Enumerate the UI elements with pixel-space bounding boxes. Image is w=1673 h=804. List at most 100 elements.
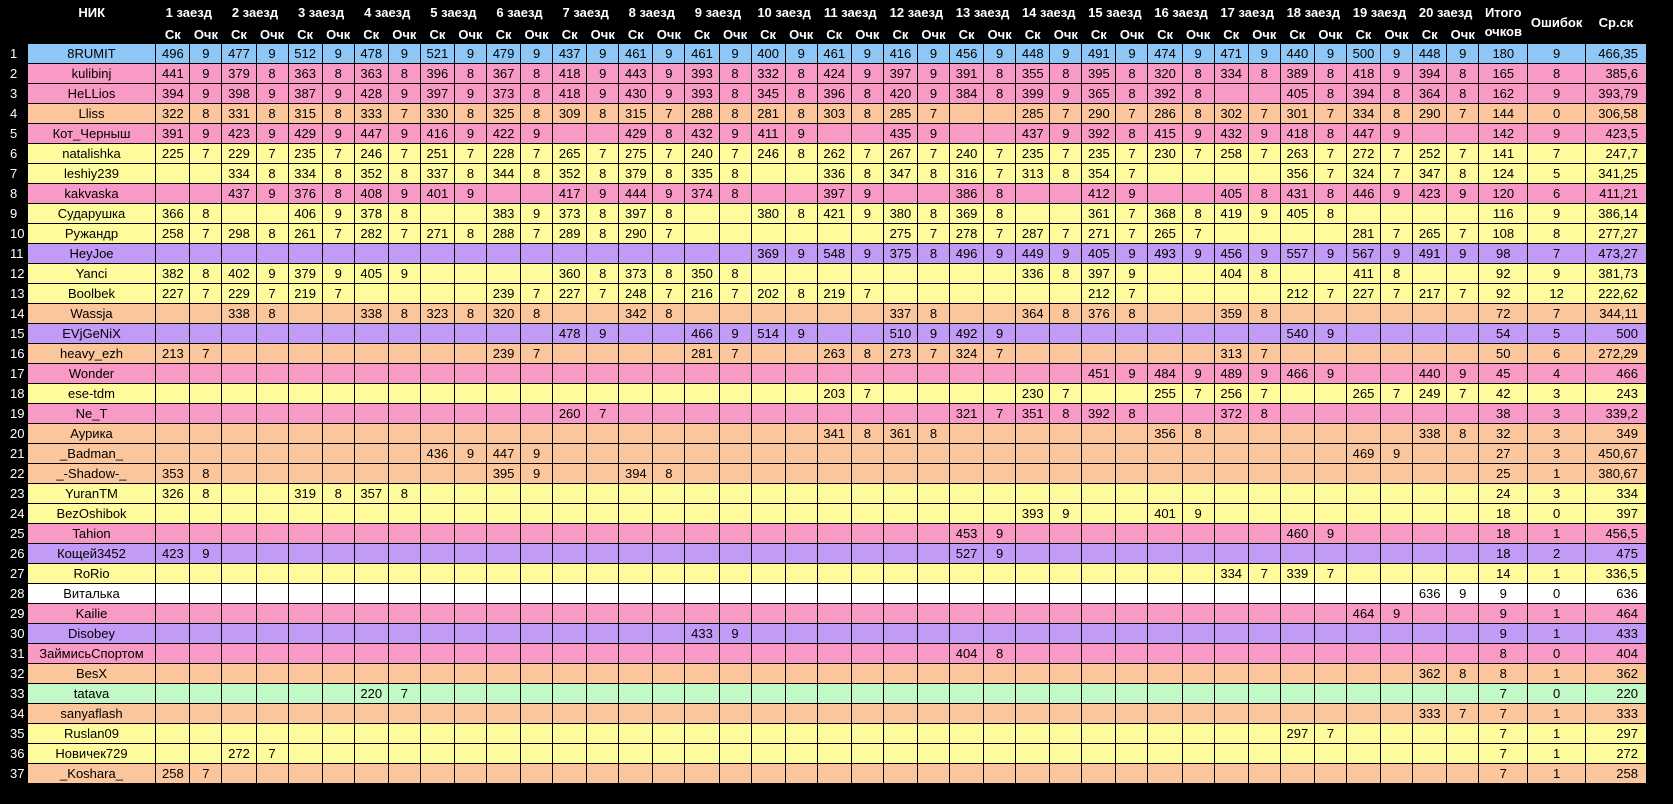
speed-cell[interactable] bbox=[816, 683, 852, 704]
speed-cell[interactable] bbox=[485, 763, 522, 784]
speed-cell[interactable]: 400 bbox=[750, 44, 786, 64]
points-cell[interactable]: 7 bbox=[586, 403, 620, 424]
average-speed[interactable]: 362 bbox=[1585, 663, 1648, 684]
speed-cell[interactable]: 369 bbox=[750, 243, 786, 264]
points-cell[interactable] bbox=[1182, 543, 1215, 564]
speed-cell[interactable] bbox=[882, 383, 918, 404]
points-cell[interactable] bbox=[917, 443, 951, 464]
points-cell[interactable] bbox=[322, 463, 355, 484]
points-cell[interactable]: 9 bbox=[256, 44, 289, 64]
points-cell[interactable] bbox=[719, 583, 752, 604]
points-cell[interactable]: 8 bbox=[1182, 63, 1215, 84]
points-cell[interactable] bbox=[322, 323, 355, 344]
speed-cell[interactable]: 423 bbox=[155, 543, 191, 564]
speed-cell[interactable] bbox=[1279, 423, 1315, 444]
speed-cell[interactable] bbox=[1147, 703, 1183, 724]
speed-cell[interactable]: 350 bbox=[684, 263, 720, 284]
speed-cell[interactable] bbox=[353, 503, 389, 524]
speed-cell[interactable] bbox=[684, 303, 720, 324]
points-cell[interactable]: 7 bbox=[983, 143, 1017, 164]
speed-cell[interactable] bbox=[816, 563, 852, 584]
points-cell[interactable] bbox=[719, 423, 752, 444]
error-count[interactable]: 5 bbox=[1527, 323, 1586, 344]
speed-cell[interactable] bbox=[1345, 483, 1382, 504]
points-cell[interactable] bbox=[256, 343, 289, 364]
points-cell[interactable]: 8 bbox=[719, 103, 752, 124]
speed-cell[interactable] bbox=[1147, 303, 1183, 324]
speed-cell[interactable]: 378 bbox=[353, 203, 389, 224]
speed-cell[interactable] bbox=[1345, 403, 1382, 424]
speed-cell[interactable]: 341 bbox=[816, 423, 852, 444]
player-nick[interactable]: tatava bbox=[27, 683, 157, 704]
speed-cell[interactable] bbox=[948, 723, 985, 744]
points-cell[interactable] bbox=[388, 703, 421, 724]
points-cell[interactable]: 9 bbox=[256, 183, 289, 204]
points-cell[interactable]: 8 bbox=[917, 163, 951, 184]
points-cell[interactable]: 7 bbox=[1314, 723, 1347, 744]
speed-cell[interactable]: 444 bbox=[618, 183, 654, 204]
speed-cell[interactable] bbox=[1081, 503, 1117, 524]
points-cell[interactable] bbox=[851, 443, 884, 464]
average-speed[interactable]: 333 bbox=[1585, 703, 1648, 724]
points-cell[interactable] bbox=[454, 323, 487, 344]
speed-cell[interactable] bbox=[816, 303, 852, 324]
points-cell[interactable] bbox=[1182, 183, 1215, 204]
speed-cell[interactable] bbox=[552, 303, 588, 324]
points-cell[interactable] bbox=[1446, 643, 1480, 664]
points-cell[interactable] bbox=[983, 123, 1017, 144]
speed-cell[interactable]: 380 bbox=[750, 203, 786, 224]
speed-cell[interactable]: 375 bbox=[882, 243, 918, 264]
error-count[interactable]: 8 bbox=[1527, 223, 1586, 244]
points-cell[interactable]: 7 bbox=[1248, 343, 1281, 364]
speed-cell[interactable] bbox=[1015, 183, 1051, 204]
speed-cell[interactable]: 212 bbox=[1279, 283, 1315, 304]
player-nick[interactable]: Виталька bbox=[27, 583, 157, 604]
average-speed[interactable]: 380,67 bbox=[1585, 463, 1648, 484]
speed-cell[interactable] bbox=[1279, 583, 1315, 604]
speed-cell[interactable] bbox=[1147, 623, 1183, 644]
speed-cell[interactable] bbox=[552, 443, 588, 464]
points-cell[interactable] bbox=[520, 643, 554, 664]
points-cell[interactable]: 7 bbox=[1380, 283, 1414, 304]
points-cell[interactable] bbox=[719, 203, 752, 224]
speed-cell[interactable] bbox=[684, 403, 720, 424]
points-cell[interactable] bbox=[189, 703, 223, 724]
total-points[interactable]: 180 bbox=[1478, 44, 1529, 64]
points-cell[interactable]: 7 bbox=[520, 283, 554, 304]
points-cell[interactable] bbox=[1248, 603, 1281, 624]
speed-cell[interactable] bbox=[1015, 343, 1051, 364]
player-nick[interactable]: Ружандр bbox=[27, 223, 157, 244]
points-cell[interactable]: 8 bbox=[586, 203, 620, 224]
points-cell[interactable] bbox=[1049, 643, 1083, 664]
speed-cell[interactable] bbox=[1279, 603, 1315, 624]
speed-cell[interactable]: 258 bbox=[155, 763, 191, 784]
points-cell[interactable] bbox=[388, 643, 421, 664]
points-cell[interactable]: 7 bbox=[983, 163, 1017, 184]
speed-cell[interactable] bbox=[552, 503, 588, 524]
points-cell[interactable] bbox=[322, 523, 355, 544]
speed-cell[interactable] bbox=[1279, 463, 1315, 484]
speed-cell[interactable]: 313 bbox=[1213, 343, 1249, 364]
points-cell[interactable] bbox=[388, 383, 421, 404]
speed-cell[interactable] bbox=[552, 563, 588, 584]
speed-cell[interactable] bbox=[287, 763, 323, 784]
speed-cell[interactable] bbox=[882, 363, 918, 384]
speed-cell[interactable] bbox=[1081, 623, 1117, 644]
speed-cell[interactable] bbox=[221, 363, 257, 384]
points-cell[interactable]: 8 bbox=[719, 63, 752, 84]
points-cell[interactable] bbox=[785, 463, 818, 484]
speed-cell[interactable] bbox=[485, 703, 522, 724]
total-points[interactable]: 7 bbox=[1478, 683, 1529, 704]
speed-cell[interactable]: 447 bbox=[353, 123, 389, 144]
average-speed[interactable]: 222,62 bbox=[1585, 283, 1648, 304]
points-cell[interactable]: 8 bbox=[388, 303, 421, 324]
total-points[interactable]: 72 bbox=[1478, 303, 1529, 324]
player-nick[interactable]: Новичек729 bbox=[27, 743, 157, 764]
speed-cell[interactable] bbox=[816, 643, 852, 664]
speed-cell[interactable]: 213 bbox=[155, 343, 191, 364]
speed-cell[interactable]: 397 bbox=[882, 63, 918, 84]
points-cell[interactable] bbox=[1115, 483, 1149, 504]
points-cell[interactable] bbox=[785, 563, 818, 584]
points-cell[interactable] bbox=[1248, 163, 1281, 184]
speed-cell[interactable]: 240 bbox=[948, 143, 985, 164]
